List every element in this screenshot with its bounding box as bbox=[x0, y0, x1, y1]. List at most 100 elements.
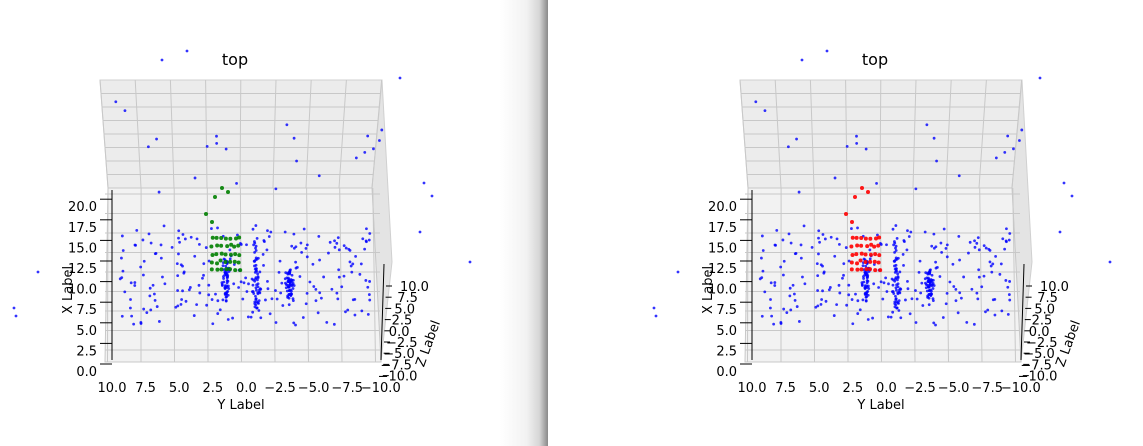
data-point bbox=[882, 281, 886, 285]
highlighted-point bbox=[219, 267, 224, 272]
data-point bbox=[982, 274, 986, 278]
grid-line bbox=[107, 187, 109, 363]
data-point bbox=[342, 244, 346, 247]
highlighted-point bbox=[850, 235, 855, 240]
data-point bbox=[255, 306, 259, 310]
data-point bbox=[652, 306, 656, 310]
data-point bbox=[333, 245, 337, 249]
highlighted-point bbox=[227, 267, 232, 272]
highlighted-point bbox=[210, 253, 215, 258]
highlighted-point bbox=[223, 259, 228, 264]
data-point bbox=[754, 100, 758, 104]
data-point bbox=[818, 240, 821, 244]
data-point bbox=[844, 246, 848, 249]
highlighted-point bbox=[855, 261, 860, 266]
data-point bbox=[302, 227, 306, 231]
x-tick-label: 5.0 bbox=[76, 324, 97, 339]
data-point bbox=[291, 287, 295, 290]
data-point bbox=[877, 286, 881, 289]
data-point bbox=[962, 275, 966, 279]
data-point bbox=[770, 314, 774, 318]
data-point bbox=[932, 321, 936, 325]
data-point bbox=[241, 297, 245, 301]
data-point bbox=[185, 49, 189, 53]
data-point bbox=[1005, 227, 1008, 231]
data-point bbox=[182, 270, 186, 274]
data-point bbox=[896, 278, 899, 282]
data-point bbox=[676, 270, 680, 274]
grid-line bbox=[913, 187, 916, 363]
highlighted-point bbox=[218, 258, 223, 263]
data-point bbox=[942, 227, 946, 231]
data-point bbox=[802, 224, 806, 228]
data-point bbox=[159, 243, 163, 247]
data-point bbox=[287, 293, 291, 296]
data-point bbox=[866, 279, 870, 283]
data-point bbox=[368, 280, 372, 283]
data-point bbox=[998, 272, 1002, 276]
data-point bbox=[761, 269, 765, 273]
highlighted-point bbox=[849, 260, 854, 265]
data-point bbox=[768, 306, 772, 310]
data-point bbox=[929, 292, 933, 296]
data-point bbox=[344, 246, 348, 250]
data-point bbox=[819, 302, 823, 306]
x-tick-label: 0.0 bbox=[76, 365, 97, 380]
data-point bbox=[340, 285, 344, 289]
highlighted-point bbox=[214, 252, 219, 257]
data-point bbox=[914, 187, 918, 191]
z-tick-label: 2.5 bbox=[1032, 314, 1053, 329]
data-point bbox=[226, 279, 230, 283]
data-point bbox=[816, 289, 820, 292]
data-point bbox=[284, 281, 287, 285]
data-point bbox=[346, 308, 350, 312]
data-point bbox=[266, 279, 269, 283]
x-axis-label: X Label bbox=[701, 266, 716, 314]
x-tick-label: 0.0 bbox=[716, 365, 737, 380]
data-point bbox=[890, 277, 894, 281]
data-point bbox=[305, 291, 309, 295]
z-tick-label: −7.5 bbox=[380, 358, 412, 373]
data-point bbox=[215, 134, 218, 138]
data-point bbox=[825, 49, 829, 53]
data-point bbox=[862, 275, 865, 278]
data-point bbox=[367, 293, 371, 296]
z-axis-line bbox=[380, 263, 385, 361]
highlighted-point bbox=[854, 252, 859, 257]
data-point bbox=[224, 295, 228, 299]
data-point bbox=[785, 311, 789, 315]
highlighted-point bbox=[873, 252, 878, 257]
data-point bbox=[145, 311, 149, 315]
z-tick-label: 5.0 bbox=[1034, 302, 1055, 317]
data-point bbox=[864, 299, 868, 302]
data-point bbox=[251, 283, 255, 287]
z-tick-label: 10.0 bbox=[1040, 280, 1069, 295]
data-point bbox=[228, 248, 232, 252]
data-point bbox=[12, 306, 16, 310]
data-point bbox=[232, 282, 236, 286]
data-point bbox=[353, 297, 357, 301]
data-point bbox=[288, 284, 292, 288]
data-point bbox=[418, 230, 422, 234]
y-tick-label: 2.5 bbox=[842, 381, 863, 396]
data-point bbox=[264, 298, 267, 302]
chart-panel-right: 0.0 2.5 5.0 7.5 10.0 12.5 15.0 17.5 20.0 X Label 1… bbox=[548, 0, 1143, 446]
data-point bbox=[314, 287, 318, 291]
data-point bbox=[897, 301, 900, 305]
grid-line bbox=[239, 187, 242, 363]
data-point bbox=[226, 318, 230, 321]
data-point bbox=[372, 147, 375, 151]
highlighted-point bbox=[863, 252, 868, 257]
data-point bbox=[951, 262, 955, 266]
grid-line bbox=[946, 187, 949, 363]
data-point bbox=[795, 137, 798, 141]
data-point bbox=[289, 292, 293, 296]
data-point bbox=[1006, 312, 1010, 316]
highlighted-point bbox=[238, 268, 243, 273]
data-point bbox=[994, 156, 998, 160]
highlighted-point bbox=[225, 244, 230, 249]
data-point bbox=[934, 260, 938, 264]
data-point bbox=[207, 293, 211, 297]
data-point bbox=[892, 292, 896, 295]
data-point bbox=[318, 258, 321, 262]
